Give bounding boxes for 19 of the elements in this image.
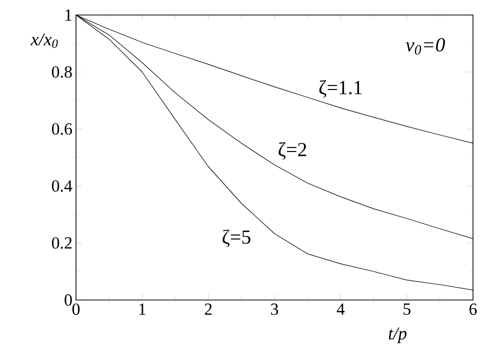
x-tick-label: 1: [139, 304, 146, 315]
x-tick-label: 4: [336, 304, 345, 315]
x-tick-label: 6: [470, 304, 477, 315]
series-label: ζ=5: [222, 230, 250, 248]
x-tick-label: 3: [271, 304, 278, 315]
series-label: ζ=2: [278, 142, 306, 160]
y-tick-label: 0.4: [52, 180, 72, 192]
y-tick-label: 0.8: [52, 66, 72, 78]
x-tick-label: 2: [204, 304, 212, 315]
annotation: v$_{0}$=0: [406, 38, 445, 55]
y-tick-label: 0: [64, 294, 72, 306]
y-tick-label: 1: [66, 9, 72, 21]
x-tick-label: 0: [72, 304, 80, 315]
y-axis-title: x/x$_{0}$: [30, 33, 58, 48]
y-tick-label: 0.6: [52, 123, 72, 135]
series-label: ζ=1.1: [319, 80, 362, 98]
x-tick-label: 5: [404, 304, 410, 315]
y-tick-label: 0.2: [52, 237, 72, 249]
x-axis-title: t/p: [388, 328, 406, 344]
